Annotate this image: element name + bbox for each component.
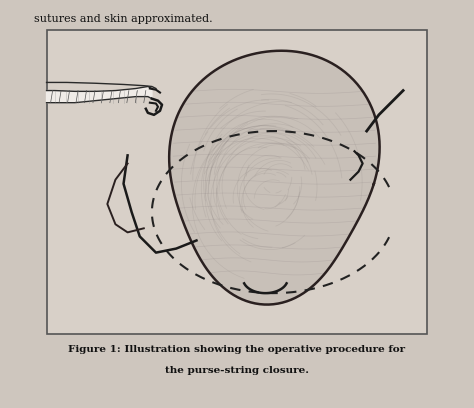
Text: the purse-string closure.: the purse-string closure. — [165, 366, 309, 375]
Text: sutures and skin approximated.: sutures and skin approximated. — [35, 13, 213, 24]
FancyBboxPatch shape — [46, 30, 428, 334]
Polygon shape — [169, 51, 380, 305]
Polygon shape — [46, 86, 152, 103]
Text: Figure 1: Illustration showing the operative procedure for: Figure 1: Illustration showing the opera… — [68, 346, 406, 355]
